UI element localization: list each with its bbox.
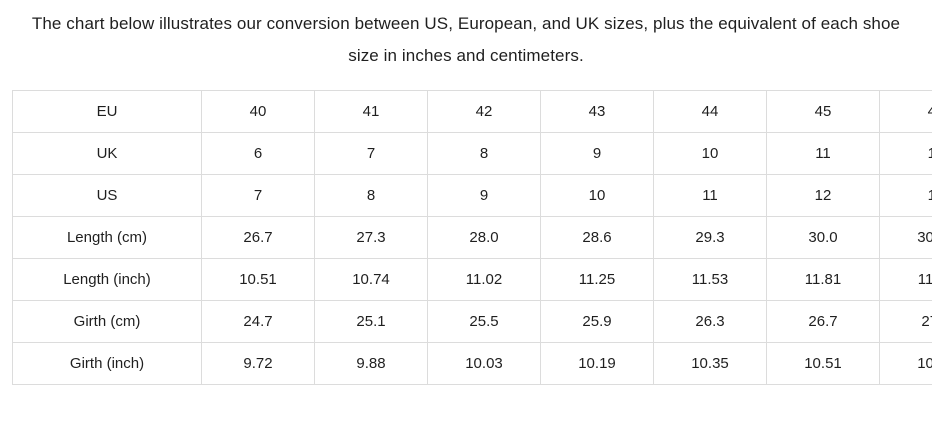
size-value-cell: 11.53 <box>653 258 767 301</box>
size-value-cell: 10 <box>540 174 654 217</box>
size-value-cell: 13 <box>879 174 932 217</box>
size-value-cell: 11.83 <box>879 258 932 301</box>
table-row: Length (cm)26.727.328.028.629.330.030.07 <box>12 216 932 259</box>
size-value-cell: 44 <box>653 90 767 133</box>
size-value-cell: 9.88 <box>314 342 428 385</box>
page-heading: The chart below illustrates our conversi… <box>31 14 901 65</box>
size-value-cell: 11.02 <box>427 258 541 301</box>
size-value-cell: 27.1 <box>879 300 932 343</box>
size-value-cell: 26.7 <box>766 300 880 343</box>
size-value-cell: 24.7 <box>201 300 315 343</box>
size-value-cell: 25.9 <box>540 300 654 343</box>
row-label: UK <box>12 132 202 175</box>
size-value-cell: 11.25 <box>540 258 654 301</box>
size-value-cell: 7 <box>201 174 315 217</box>
size-value-cell: 25.1 <box>314 300 428 343</box>
size-value-cell: 26.3 <box>653 300 767 343</box>
size-conversion-table-container: EU40414243444546UK6789101112US7891011121… <box>12 90 932 385</box>
size-value-cell: 46 <box>879 90 932 133</box>
size-value-cell: 10.74 <box>314 258 428 301</box>
size-value-cell: 42 <box>427 90 541 133</box>
size-value-cell: 11 <box>766 132 880 175</box>
size-value-cell: 43 <box>540 90 654 133</box>
size-value-cell: 9 <box>540 132 654 175</box>
size-value-cell: 11.81 <box>766 258 880 301</box>
size-value-cell: 10.66 <box>879 342 932 385</box>
table-row: US78910111213 <box>12 174 932 217</box>
row-label: Length (cm) <box>12 216 202 259</box>
size-table-body: EU40414243444546UK6789101112US7891011121… <box>12 90 932 385</box>
row-label: EU <box>12 90 202 133</box>
size-value-cell: 10.19 <box>540 342 654 385</box>
row-label: Length (inch) <box>12 258 202 301</box>
size-value-cell: 27.3 <box>314 216 428 259</box>
size-value-cell: 6 <box>201 132 315 175</box>
size-value-cell: 11 <box>653 174 767 217</box>
size-value-cell: 12 <box>879 132 932 175</box>
table-row: UK6789101112 <box>12 132 932 175</box>
size-value-cell: 8 <box>314 174 428 217</box>
size-value-cell: 30.0 <box>766 216 880 259</box>
table-row: Girth (inch) 9.72 9.88 10.03 10.19 10.35 10.51… <box>12 342 932 385</box>
size-value-cell: 10.35 <box>653 342 767 385</box>
size-value-cell: 40 <box>201 90 315 133</box>
table-row: Length (inch) 10.51 10.74 11.02 11.25 11.53 11… <box>12 258 932 301</box>
size-value-cell: 10.03 <box>427 342 541 385</box>
size-value-cell: 41 <box>314 90 428 133</box>
row-label: Girth (cm) <box>12 300 202 343</box>
size-value-cell: 10 <box>653 132 767 175</box>
size-value-cell: 7 <box>314 132 428 175</box>
size-value-cell: 28.0 <box>427 216 541 259</box>
size-value-cell: 9.72 <box>201 342 315 385</box>
row-label: Girth (inch) <box>12 342 202 385</box>
size-value-cell: 10.51 <box>766 342 880 385</box>
size-value-cell: 26.7 <box>201 216 315 259</box>
size-value-cell: 25.5 <box>427 300 541 343</box>
table-row: Girth (cm)24.725.125.525.926.326.727.1 <box>12 300 932 343</box>
size-value-cell: 45 <box>766 90 880 133</box>
size-conversion-table: EU40414243444546UK6789101112US7891011121… <box>12 90 932 385</box>
size-value-cell: 12 <box>766 174 880 217</box>
size-value-cell: 30.07 <box>879 216 932 259</box>
table-row: EU40414243444546 <box>12 90 932 133</box>
size-value-cell: 8 <box>427 132 541 175</box>
size-value-cell: 28.6 <box>540 216 654 259</box>
size-value-cell: 9 <box>427 174 541 217</box>
size-value-cell: 29.3 <box>653 216 767 259</box>
row-label: US <box>12 174 202 217</box>
size-value-cell: 10.51 <box>201 258 315 301</box>
